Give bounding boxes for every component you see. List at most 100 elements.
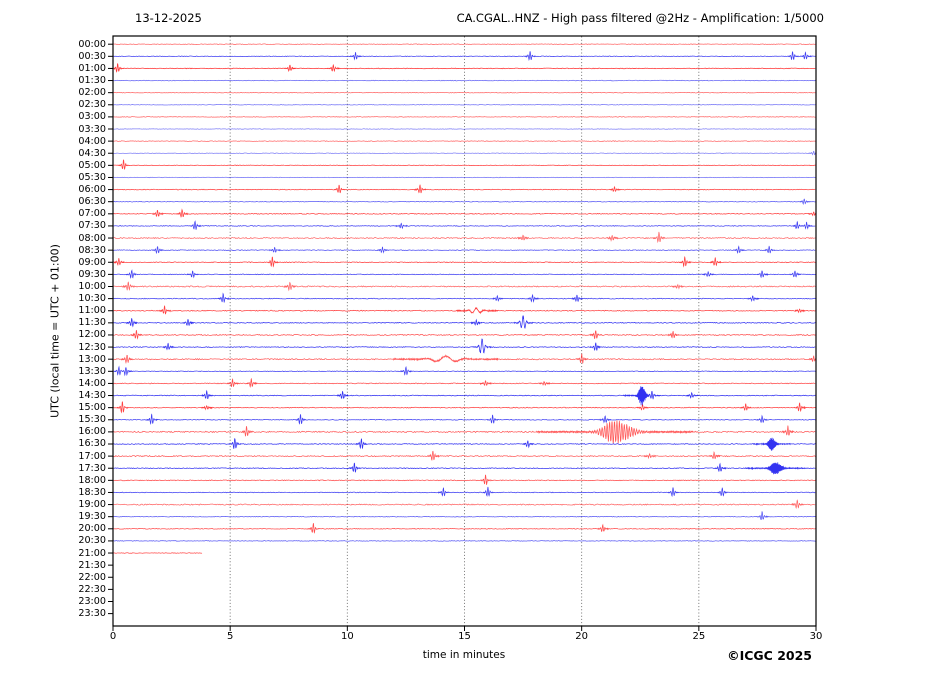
y-tick-label-14:30: 14:30 (78, 390, 106, 402)
seismogram-trace-06:00 (112, 184, 816, 194)
x-tick-label-20: 20 (575, 631, 589, 642)
y-tick-label-17:00: 17:00 (78, 450, 106, 462)
x-tick-label-5: 5 (226, 631, 234, 642)
x-tick-label-0: 0 (109, 631, 117, 642)
seismogram-trace-11:00 (112, 305, 816, 315)
y-tick-label-17:30: 17:30 (78, 462, 106, 474)
seismogram-trace-16:00 (112, 420, 816, 444)
seismogram-trace-15:30 (112, 413, 816, 425)
y-tick-label-18:00: 18:00 (78, 474, 106, 486)
y-tick-label-06:30: 06:30 (78, 196, 106, 208)
y-tick-label-05:30: 05:30 (78, 171, 106, 183)
seismogram-trace-12:00 (112, 330, 816, 340)
seismogram-trace-10:00 (112, 281, 816, 292)
y-tick-label-12:00: 12:00 (78, 329, 106, 341)
y-tick-label-03:30: 03:30 (78, 123, 106, 135)
y-tick-label-15:30: 15:30 (78, 414, 106, 426)
seismogram-trace-08:30 (112, 245, 816, 255)
seismogram-trace-20:00 (112, 523, 816, 534)
seismogram-trace-03:00 (112, 116, 817, 118)
y-tick-label-00:00: 00:00 (78, 38, 106, 50)
y-tick-label-12:30: 12:30 (78, 341, 106, 353)
y-tick-label-10:00: 10:00 (78, 281, 106, 292)
seismogram-trace-18:30 (112, 486, 816, 497)
y-tick-label-07:00: 07:00 (78, 208, 106, 220)
seismogram-trace-07:30 (112, 220, 816, 230)
y-tick-label-08:30: 08:30 (78, 244, 106, 256)
y-tick-label-07:30: 07:30 (78, 220, 106, 232)
y-tick-label-16:00: 16:00 (78, 426, 106, 438)
seismogram-trace-02:00 (112, 91, 817, 94)
y-tick-label-11:30: 11:30 (78, 317, 106, 329)
y-tick-label-00:30: 00:30 (78, 50, 106, 62)
x-ticks (112, 626, 817, 631)
seismogram-trace-07:00 (112, 208, 817, 218)
trace-rows (112, 43, 817, 554)
y-tick-label-06:00: 06:00 (78, 184, 106, 196)
y-tick-label-16:30: 16:30 (78, 438, 106, 450)
y-tick-label-01:00: 01:00 (78, 62, 106, 74)
seismogram-trace-17:30 (112, 462, 816, 475)
seismogram-trace-01:30 (112, 79, 817, 82)
y-tick-label-22:30: 22:30 (78, 583, 106, 595)
y-tick-label-05:00: 05:00 (78, 159, 106, 171)
seismogram-trace-09:00 (112, 255, 816, 268)
y-tick-label-13:00: 13:00 (78, 353, 106, 365)
y-tick-label-03:00: 03:00 (78, 111, 106, 123)
y-tick-label-21:00: 21:00 (78, 547, 106, 559)
seismogram-trace-15:00 (112, 401, 817, 414)
x-tick-label-10: 10 (340, 631, 354, 642)
seismogram-trace-11:30 (112, 315, 816, 329)
y-tick-label-09:00: 09:00 (78, 256, 106, 268)
y-tick-label-19:30: 19:30 (78, 511, 106, 523)
y-tick-label-02:00: 02:00 (78, 87, 106, 99)
seismogram-trace-08:00 (112, 231, 816, 244)
y-tick-label-04:00: 04:00 (78, 135, 106, 147)
y-tick-label-08:00: 08:00 (78, 232, 106, 244)
seismogram-trace-17:00 (112, 450, 816, 461)
y-tick-label-01:30: 01:30 (78, 75, 106, 87)
seismogram-trace-19:00 (112, 499, 816, 509)
y-tick-label-18:30: 18:30 (78, 486, 106, 498)
seismogram-trace-10:30 (112, 292, 816, 304)
seismogram-trace-16:30 (112, 437, 816, 451)
date-title: 13-12-2025 (135, 11, 202, 25)
seismogram-trace-21:00 (112, 552, 203, 554)
seismogram-trace-04:00 (112, 140, 817, 142)
x-axis-label: time in minutes (422, 649, 506, 661)
seismogram-trace-13:00 (112, 353, 817, 365)
y-tick-label-15:00: 15:00 (78, 402, 106, 414)
grid-lines (229, 36, 700, 626)
y-tick-label-19:00: 19:00 (78, 499, 106, 511)
y-tick-label-09:30: 09:30 (78, 268, 106, 280)
y-ticks (108, 43, 113, 615)
x-tick-label-15: 15 (458, 631, 471, 642)
y-tick-label-04:30: 04:30 (78, 147, 106, 159)
seismogram-trace-14:00 (112, 377, 816, 388)
y-tick-label-10:30: 10:30 (78, 293, 106, 305)
y-tick-label-14:00: 14:00 (78, 377, 106, 389)
y-tick-label-02:30: 02:30 (78, 99, 106, 111)
y-tick-label-11:00: 11:00 (78, 305, 106, 317)
y-tick-label-21:30: 21:30 (78, 559, 106, 571)
plot-title: CA.CGAL..HNZ - High pass filtered @2Hz -… (456, 11, 824, 25)
y-tick-label-23:30: 23:30 (78, 608, 106, 620)
seismogram-trace-18:00 (112, 474, 816, 485)
seismogram-trace-09:30 (112, 269, 816, 279)
seismogram-trace-19:30 (112, 511, 816, 521)
x-tick-label-25: 25 (692, 631, 706, 642)
seismogram-trace-05:00 (112, 159, 816, 171)
seismogram-trace-04:30 (112, 150, 817, 156)
y-tick-label-20:30: 20:30 (78, 535, 106, 547)
seismogram-trace-01:00 (112, 63, 816, 73)
seismogram-trace-13:30 (112, 365, 816, 377)
x-tick-label-30: 30 (809, 631, 823, 642)
seismogram-trace-12:30 (112, 338, 816, 354)
y-tick-label-22:00: 22:00 (78, 571, 106, 583)
y-tick-label-23:00: 23:00 (78, 595, 106, 607)
y-tick-label-20:00: 20:00 (78, 523, 106, 535)
y-tick-label-13:30: 13:30 (78, 365, 106, 377)
seismogram-trace-00:00 (112, 43, 817, 45)
